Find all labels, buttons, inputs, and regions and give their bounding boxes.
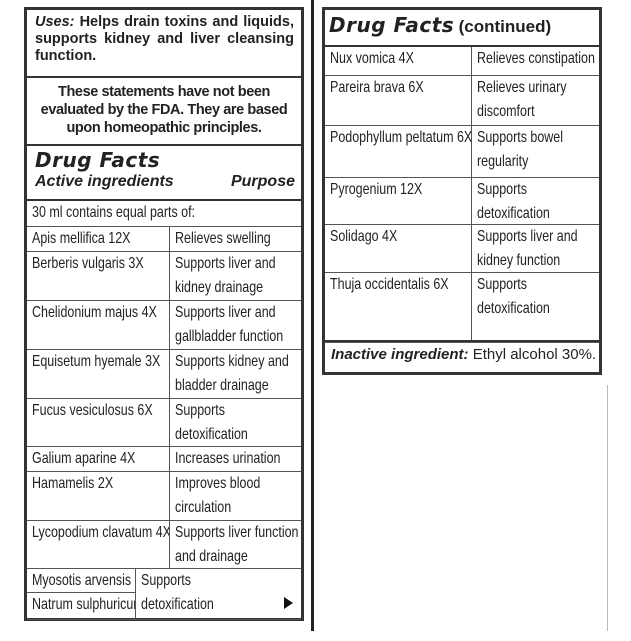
- intro-text: 30 ml contains equal parts of:: [32, 204, 196, 221]
- continued-title: Drug Facts: [329, 13, 455, 37]
- continued-header: Drug Facts (continued): [325, 10, 599, 47]
- edge-line: [607, 385, 608, 631]
- table-row: Lycopodium clavatum 4X Supports liver fun…: [27, 521, 301, 569]
- table-row: Chelidonium majus 4X Supports liver and g…: [27, 301, 301, 350]
- drug-facts-panel: Uses: Helps drain toxins and liquids, su…: [24, 7, 304, 621]
- table-row: Apis mellifica 12X Relieves swelling: [27, 227, 301, 252]
- ingredient-name: Apis mellifica 12X: [32, 230, 131, 247]
- inactive-label: Inactive ingredient:: [331, 346, 469, 363]
- ingredient-name: Chelidonium majus 4X: [32, 304, 157, 321]
- continued-table: Nux vomica 4X Relieves constipation Pareir…: [325, 47, 599, 343]
- ingredient-name: Fucus vesiculosus 6X: [32, 402, 153, 419]
- ingredient-purpose: Supports kidney and bladder drainage: [175, 353, 289, 394]
- col-ingredients: Active ingredients: [35, 173, 174, 190]
- ingredient-purpose: Supports detoxification: [175, 402, 248, 443]
- drug-facts-header: Drug Facts Active ingredients Purpose: [27, 146, 301, 201]
- ingredient-name: Natrum sulphuricum 12X: [32, 596, 135, 613]
- ingredient-name: Nux vomica 4X: [330, 50, 414, 67]
- ingredients-table: Apis mellifica 12X Relieves swelling Berbe…: [27, 227, 301, 620]
- table-row: Galium aparine 4X Increases urination: [27, 447, 301, 472]
- inactive-ingredient: Inactive ingredient: Ethyl alcohol 30%.: [325, 340, 599, 372]
- ingredient-purpose: Improves blood circulation: [175, 475, 261, 516]
- table-row: Pareira brava 6X Relieves urinary discomf…: [325, 76, 599, 126]
- table-row: Thuja occidentalis 6X Supports detoxifica…: [325, 273, 599, 343]
- table-row: Podophyllum peltatum 6X Supports bowel re…: [325, 126, 599, 178]
- uses-label: Uses:: [35, 14, 75, 30]
- table-row: Nux vomica 4X Relieves constipation: [325, 47, 599, 76]
- ingredient-name: Pyrogenium 12X: [330, 181, 423, 198]
- triangle-right-icon: [284, 597, 293, 609]
- table-row: Solidago 4X Supports liver and kidney fun…: [325, 225, 599, 273]
- ingredient-purpose: Increases urination: [175, 450, 281, 467]
- ingredient-purpose: Supports detoxification: [477, 276, 550, 317]
- ingredient-name: Podophyllum peltatum 6X: [330, 129, 472, 146]
- intro-row: 30 ml contains equal parts of:: [27, 201, 301, 227]
- continued-suffix: (continued): [458, 17, 552, 36]
- ingredient-purpose: Supports detoxification: [477, 181, 550, 222]
- table-row: Equisetum hyemale 3X Supports kidney and …: [27, 350, 301, 399]
- ingredient-purpose: Supports bowel regularity: [477, 129, 564, 170]
- ingredient-purpose: Supports liver and kidney function: [477, 228, 578, 269]
- uses-text: Helps drain toxins and liquids, supports…: [35, 14, 294, 64]
- ingredient-name: Galium aparine 4X: [32, 450, 136, 467]
- ingredient-name: Pareira brava 6X: [330, 79, 424, 96]
- drug-facts-title: Drug Facts: [35, 148, 161, 172]
- ingredient-name: Hamamelis 2X: [32, 475, 114, 492]
- table-row: Myosotis arvensis 4X: [27, 569, 301, 593]
- ingredient-purpose: Relieves swelling: [175, 230, 271, 247]
- ingredient-name: Thuja occidentalis 6X: [330, 276, 449, 293]
- ingredient-purpose: Supports liver and gallbladder function: [175, 304, 284, 345]
- fda-statement: These statements have not been evaluated…: [27, 78, 301, 146]
- ingredient-purpose: Supports liver function and drainage: [175, 524, 299, 565]
- ingredient-purpose: Relieves urinary discomfort: [477, 79, 567, 120]
- ingredient-name: Equisetum hyemale 3X: [32, 353, 161, 370]
- ingredient-name: Lycopodium clavatum 4X: [32, 524, 170, 541]
- ingredient-name: Solidago 4X: [330, 228, 398, 245]
- ingredient-purpose: Supports liver and kidney drainage: [175, 255, 276, 296]
- drug-facts-continued-panel: Drug Facts (continued) Nux vomica 4X Reli…: [322, 7, 602, 375]
- col-purpose: Purpose: [230, 173, 295, 190]
- table-row: Berberis vulgaris 3X Supports liver and k…: [27, 252, 301, 301]
- inactive-value: Ethyl alcohol 30%.: [468, 346, 597, 363]
- table-row: Fucus vesiculosus 6X Supports detoxificat…: [27, 399, 301, 447]
- ingredient-name: Myosotis arvensis 4X: [32, 572, 135, 589]
- page-divider: [311, 0, 314, 631]
- ingredient-purpose: Supports detoxification: [141, 572, 214, 613]
- ingredient-purpose: Relieves constipation: [477, 50, 595, 67]
- uses-section: Uses: Helps drain toxins and liquids, su…: [27, 10, 301, 78]
- table-row: Hamamelis 2X Improves blood circulation: [27, 472, 301, 521]
- table-row: Pyrogenium 12X Supports detoxification: [325, 178, 599, 225]
- ingredient-name: Berberis vulgaris 3X: [32, 255, 144, 272]
- table-row: Natrum sulphuricum 12X Supports detoxific…: [27, 572, 301, 620]
